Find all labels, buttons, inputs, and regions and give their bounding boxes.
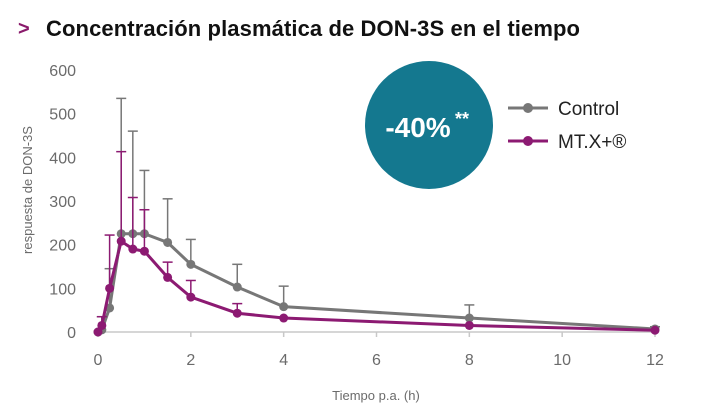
y-tick-label: 100 [49,281,76,298]
data-point [163,237,173,247]
x-tick-label: 6 [372,352,381,369]
legend-swatch-point [523,103,533,113]
x-tick-label: 12 [646,352,664,369]
chart-title: Concentración plasmática de DON-3S en el… [46,16,581,41]
y-tick-label: 0 [67,325,76,342]
y-tick-label: 500 [49,107,76,124]
x-tick-label: 4 [279,352,288,369]
data-point [279,313,289,323]
badge-value: -40% [385,112,450,143]
legend-label: Control [558,99,619,120]
reduction-badge: -40% ** [365,61,493,189]
chart-header: > Concentración plasmática de DON-3S en … [18,12,580,46]
data-point [186,259,196,269]
data-point [464,320,474,330]
badge-circle [365,61,493,189]
data-point [105,283,115,293]
x-tick-label: 2 [186,352,195,369]
data-point [186,292,196,302]
data-point [163,272,173,282]
y-tick-label: 400 [49,150,76,167]
data-point [650,325,660,335]
y-tick-label: 600 [49,63,76,80]
y-tick-label: 200 [49,238,76,255]
legend-label: MT.X+® [558,132,626,153]
badge-superscript: ** [455,109,469,129]
y-axis-label: respuesta de DON-3S [20,126,35,254]
data-point [139,246,149,256]
axes: 0 100 200 300 400 500 600 0 2 4 6 8 10 12 [49,63,664,369]
legend-swatch-point [523,136,533,146]
x-tick-label: 10 [553,352,571,369]
series-line [97,232,656,334]
series-layer [93,97,660,337]
x-axis-label: Tiempo p.a. (h) [332,388,420,403]
data-point [128,244,138,254]
x-tick-label: 8 [465,352,474,369]
chevron-right-icon: > [18,17,30,40]
data-point [464,313,474,323]
data-point [116,236,126,246]
y-tick-label: 300 [49,194,76,211]
x-tick-label: 0 [94,352,103,369]
data-point [232,282,242,292]
data-point [93,327,103,337]
data-point [97,320,107,330]
data-point [279,302,289,312]
data-point [232,308,242,318]
series-mtx [93,150,660,337]
series-line [96,238,656,333]
legend: Control MT.X+® [508,99,626,153]
